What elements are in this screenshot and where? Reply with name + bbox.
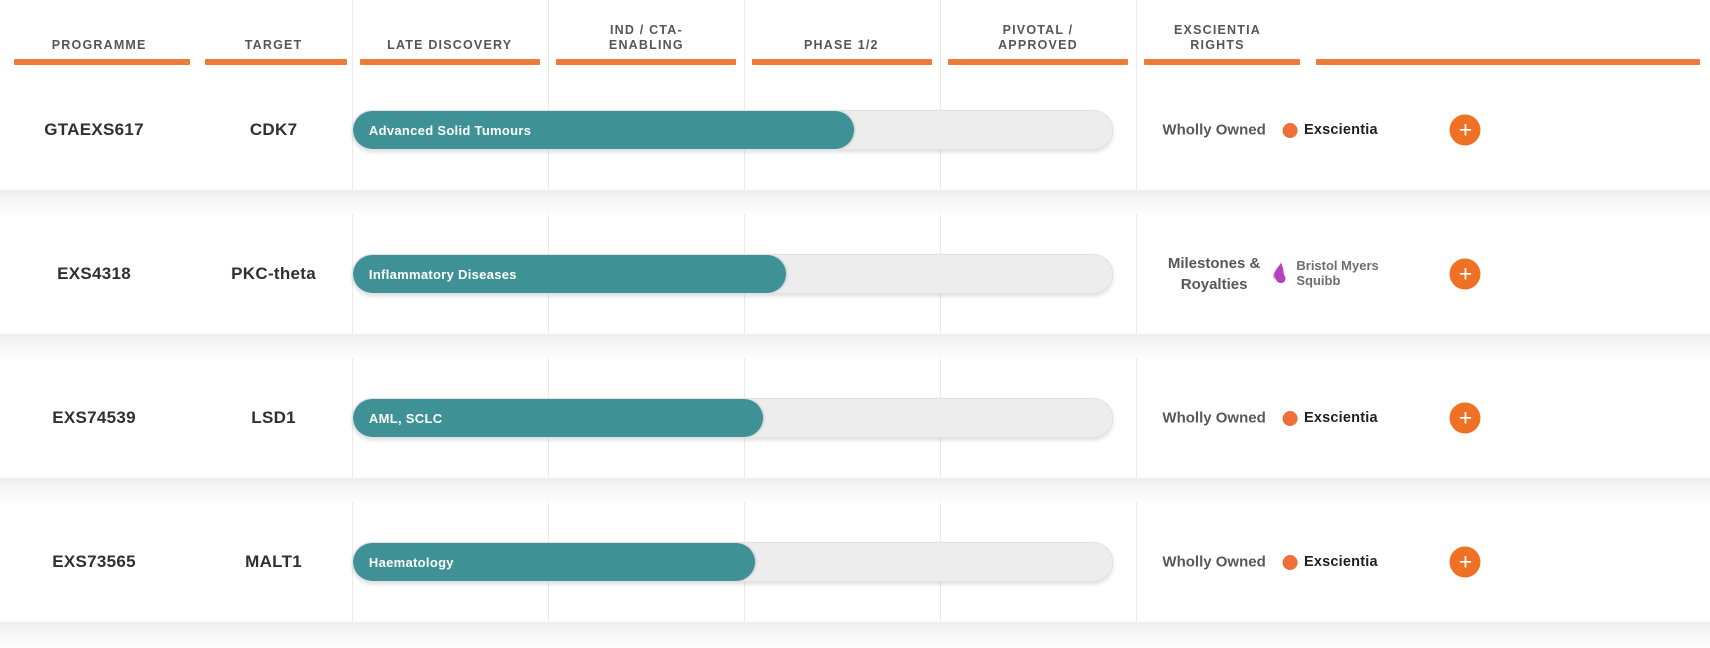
expand-row-button[interactable]: +	[1449, 114, 1481, 146]
stage-progress-track: Advanced Solid Tumours	[351, 110, 1113, 150]
pipeline-rows: GTAEXS617 CDK7 Advanced Solid Tumours Wh…	[0, 70, 1710, 646]
programme-name: EXS4318	[57, 264, 132, 283]
stage-progress-fill: Advanced Solid Tumours	[352, 111, 854, 149]
indication-label: AML, SCLC	[368, 410, 443, 426]
programme-name: EXS73565	[52, 552, 136, 571]
column-header-ind-cta: IND / CTA-ENABLING	[608, 22, 684, 53]
table-header: PROGRAMME TARGET LATE DISCOVERY IND / CT…	[0, 0, 1710, 70]
partner-name: Exscientia	[1304, 410, 1378, 426]
partner-name: Exscientia	[1304, 554, 1378, 570]
row-separator	[0, 478, 1710, 502]
partner-name: Bristol Myers Squibb	[1296, 258, 1379, 288]
indication-label: Haematology	[368, 554, 454, 570]
header-underline	[359, 59, 541, 65]
column-gridline	[548, 0, 550, 622]
rights-label: Wholly Owned	[1162, 553, 1266, 571]
header-underline	[1143, 59, 1300, 65]
header-underline	[205, 59, 347, 65]
bristol-myers-squibb-logo-icon	[1273, 262, 1286, 283]
partner-logo-exscientia: Exscientia	[1283, 122, 1378, 138]
header-underline	[555, 59, 736, 65]
indication-label: Advanced Solid Tumours	[368, 122, 532, 138]
indication-label: Inflammatory Diseases	[368, 266, 517, 282]
pipeline-row: EXS74539 LSD1 AML, SCLC Wholly Owned Exs…	[0, 358, 1710, 478]
column-header-phase-1-2: PHASE 1/2	[803, 38, 879, 53]
exscientia-logo-icon	[1283, 410, 1298, 426]
pipeline-row: EXS73565 MALT1 Haematology Wholly Owned …	[0, 502, 1710, 622]
header-underline	[1316, 59, 1701, 65]
column-header-programme: PROGRAMME	[51, 38, 147, 53]
column-header-late-discovery: LATE DISCOVERY	[387, 38, 513, 53]
target-name: PKC-theta	[231, 264, 317, 283]
row-separator	[0, 334, 1710, 358]
stage-progress-fill: Inflammatory Diseases	[352, 255, 786, 293]
header-underline	[752, 59, 933, 65]
partner-logo-exscientia: Exscientia	[1283, 554, 1378, 570]
rights-label: Wholly Owned	[1162, 121, 1266, 139]
column-gridline	[744, 0, 746, 622]
stage-progress-track: AML, SCLC	[351, 398, 1113, 438]
exscientia-logo-icon	[1283, 554, 1298, 570]
column-gridline	[939, 0, 941, 622]
column-gridline	[1135, 0, 1137, 622]
header-underline	[14, 59, 191, 65]
target-name: MALT1	[245, 552, 303, 571]
partner-name: Exscientia	[1304, 122, 1378, 138]
row-separator	[0, 190, 1710, 214]
target-name: CDK7	[249, 120, 298, 139]
expand-row-button[interactable]: +	[1449, 546, 1481, 578]
stage-progress-track: Haematology	[351, 542, 1113, 582]
programme-name: EXS74539	[52, 408, 136, 427]
partner-logo-exscientia: Exscientia	[1283, 410, 1378, 426]
target-name: LSD1	[251, 408, 296, 427]
programme-name: GTAEXS617	[44, 120, 144, 139]
row-separator	[0, 622, 1710, 646]
header-underline	[948, 59, 1129, 65]
stage-progress-track: Inflammatory Diseases	[351, 254, 1113, 294]
pipeline-row: GTAEXS617 CDK7 Advanced Solid Tumours Wh…	[0, 70, 1710, 190]
pipeline-row: EXS4318 PKC-theta Inflammatory Diseases …	[0, 214, 1710, 334]
exscientia-logo-icon	[1283, 122, 1298, 138]
column-header-target: TARGET	[244, 38, 303, 53]
column-header-pivotal: PIVOTAL / APPROVED	[998, 22, 1078, 53]
rights-label: Milestones & Royalties	[1167, 255, 1261, 293]
partner-logo-bristol-myers-squibb: Bristol Myers Squibb	[1272, 258, 1388, 289]
expand-row-button[interactable]: +	[1449, 258, 1481, 290]
rights-label: Wholly Owned	[1162, 409, 1266, 427]
expand-row-button[interactable]: +	[1449, 402, 1481, 434]
column-header-rights: EXSCIENTIA RIGHTS	[1174, 22, 1262, 53]
stage-progress-fill: Haematology	[352, 543, 756, 581]
stage-progress-fill: AML, SCLC	[352, 399, 763, 437]
column-gridline	[351, 0, 353, 622]
